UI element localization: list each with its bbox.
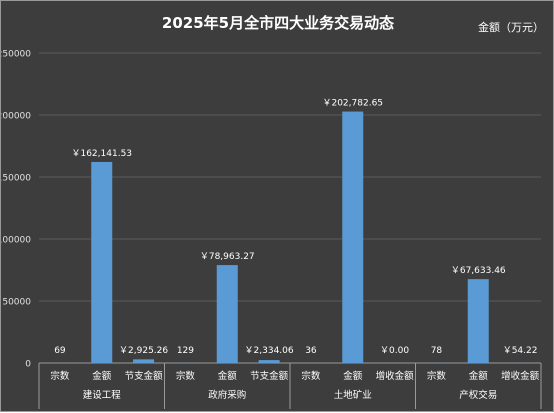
x-category-label: 增收金额 — [376, 370, 415, 382]
data-label: ￥162,141.53 — [71, 149, 132, 159]
y-tick-label: 200000 — [1, 112, 31, 122]
x-group-label: 政府采购 — [208, 389, 246, 401]
bar — [259, 360, 280, 363]
data-label: ￥54.22 — [503, 346, 538, 356]
data-label: ￥67,633.46 — [451, 266, 506, 276]
x-category-label: 节支金额 — [250, 370, 289, 382]
data-label: 69 — [54, 346, 66, 356]
bar — [217, 265, 238, 363]
bar — [133, 359, 154, 363]
x-category-label: 增收金额 — [501, 370, 540, 382]
data-label: 36 — [305, 346, 317, 356]
x-category-label: 金额 — [343, 370, 363, 382]
bar — [91, 162, 112, 363]
x-category-label: 宗数 — [301, 370, 321, 382]
bar — [342, 112, 363, 363]
x-category-label: 金额 — [92, 370, 112, 382]
data-label: ￥202,782.65 — [322, 99, 383, 109]
x-category-label: 宗数 — [427, 370, 447, 382]
data-label: ￥2,925.26 — [119, 346, 168, 356]
y-tick-label: 250000 — [1, 50, 31, 60]
y-tick-label: 50000 — [2, 298, 31, 308]
y-tick-label: 0 — [25, 360, 31, 370]
bar — [468, 279, 489, 363]
x-category-label: 宗数 — [50, 370, 70, 382]
x-category-label: 金额 — [469, 370, 489, 382]
x-category-label: 宗数 — [176, 370, 196, 382]
x-category-label: 金额 — [218, 370, 238, 382]
x-group-label: 产权交易 — [459, 389, 497, 401]
unit-label: 金额（万元） — [478, 20, 544, 34]
y-tick-label: 150000 — [1, 174, 31, 184]
chart-title: 2025年5月全市四大业务交易动态 — [162, 14, 394, 32]
x-category-label: 节支金额 — [125, 370, 164, 382]
y-tick-label: 100000 — [1, 236, 31, 246]
data-label: ￥78,963.27 — [200, 252, 255, 262]
data-label: 129 — [177, 346, 194, 356]
data-label: 78 — [431, 346, 443, 356]
x-group-label: 建设工程 — [83, 389, 122, 401]
data-label: ￥0.00 — [380, 346, 409, 356]
data-label: ￥2,334.06 — [245, 346, 294, 356]
x-group-label: 土地矿业 — [334, 389, 372, 401]
